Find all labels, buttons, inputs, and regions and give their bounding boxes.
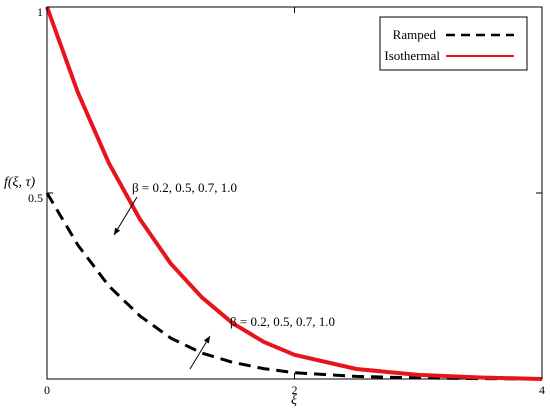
annotation-ramped-arrow xyxy=(189,335,211,370)
legend-label-isothermal: Isothermal xyxy=(384,48,440,63)
y-axis-label: f(ξ, τ) xyxy=(4,175,36,190)
y-tick-label: 0.5 xyxy=(28,191,43,205)
annotation-ramped-text: β = 0.2, 0.5, 0.7, 1.0 xyxy=(230,314,335,329)
annotation-isothermal: β = 0.2, 0.5, 0.7, 1.0 xyxy=(113,180,237,236)
annotation-ramped: β = 0.2, 0.5, 0.7, 1.0 xyxy=(189,314,335,370)
legend-box xyxy=(379,16,528,71)
x-tick-label: 4 xyxy=(539,383,545,397)
legend: Ramped Isothermal xyxy=(379,16,528,71)
annotation-isothermal-arrow xyxy=(113,196,138,236)
axis-layer: 0 2 4 0.5 1 xyxy=(28,5,545,397)
annotation-isothermal-text: β = 0.2, 0.5, 0.7, 1.0 xyxy=(132,180,237,195)
series-line-ramped xyxy=(45,192,543,381)
y-tick-label: 1 xyxy=(37,5,43,19)
x-tick-label: 0 xyxy=(44,383,50,397)
series-layer xyxy=(45,6,543,381)
x-tick-label: 2 xyxy=(292,383,298,397)
series-line-isothermal xyxy=(45,6,543,381)
x-axis-label: ξ xyxy=(291,393,297,408)
legend-label-ramped: Ramped xyxy=(393,27,437,42)
